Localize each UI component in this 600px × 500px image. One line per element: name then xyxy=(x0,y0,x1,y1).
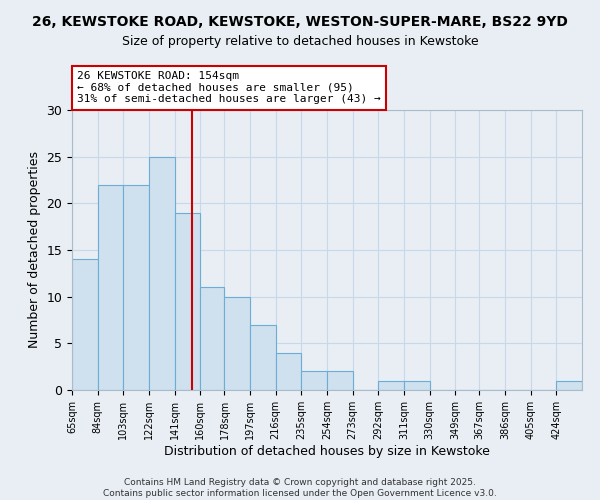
Bar xyxy=(98,184,123,390)
Text: Size of property relative to detached houses in Kewstoke: Size of property relative to detached ho… xyxy=(122,35,478,48)
Bar xyxy=(556,380,582,390)
Bar xyxy=(123,184,149,390)
Bar xyxy=(301,372,327,390)
Bar xyxy=(72,260,98,390)
Bar xyxy=(250,324,276,390)
Y-axis label: Number of detached properties: Number of detached properties xyxy=(28,152,41,348)
Bar xyxy=(175,212,200,390)
Bar xyxy=(327,372,353,390)
Text: 26 KEWSTOKE ROAD: 154sqm
← 68% of detached houses are smaller (95)
31% of semi-d: 26 KEWSTOKE ROAD: 154sqm ← 68% of detach… xyxy=(77,71,381,104)
Bar xyxy=(276,352,301,390)
Text: 26, KEWSTOKE ROAD, KEWSTOKE, WESTON-SUPER-MARE, BS22 9YD: 26, KEWSTOKE ROAD, KEWSTOKE, WESTON-SUPE… xyxy=(32,15,568,29)
Bar xyxy=(200,288,224,390)
Bar xyxy=(149,156,175,390)
Text: Contains HM Land Registry data © Crown copyright and database right 2025.
Contai: Contains HM Land Registry data © Crown c… xyxy=(103,478,497,498)
Bar xyxy=(404,380,430,390)
Bar xyxy=(224,296,250,390)
X-axis label: Distribution of detached houses by size in Kewstoke: Distribution of detached houses by size … xyxy=(164,444,490,458)
Bar xyxy=(378,380,404,390)
